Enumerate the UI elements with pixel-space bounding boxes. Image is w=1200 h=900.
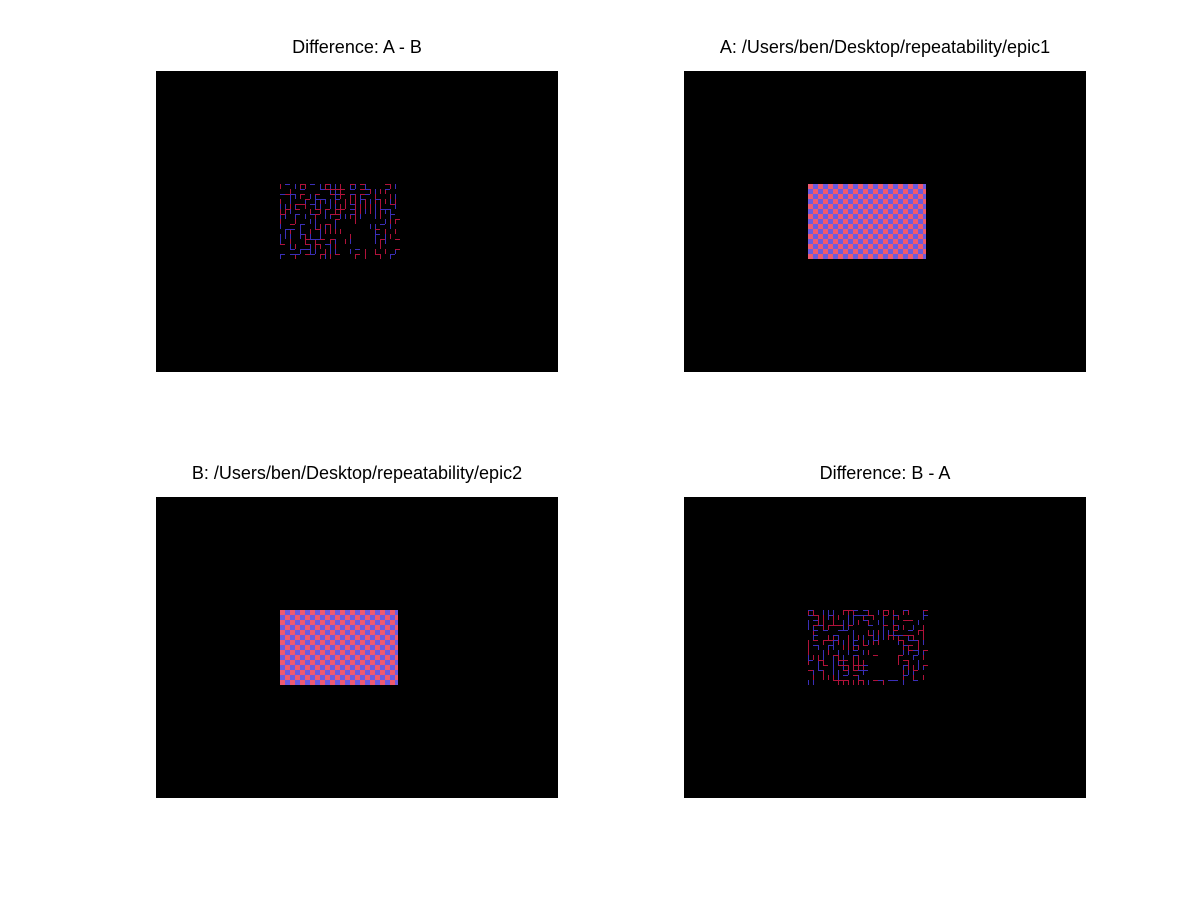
panel-title: Difference: B - A xyxy=(819,463,951,483)
image-background xyxy=(684,497,1086,798)
difference-image xyxy=(156,71,558,372)
checkerboard-image xyxy=(156,497,558,798)
checkerboard-pattern xyxy=(280,610,398,685)
panel-title: Difference: A - B xyxy=(292,37,422,57)
panel-title: B: /Users/ben/Desktop/repeatability/epic… xyxy=(191,463,523,483)
difference-image xyxy=(684,497,1086,798)
checkerboard-pattern xyxy=(808,184,926,259)
difference-speckle xyxy=(808,610,928,685)
panel-title: A: /Users/ben/Desktop/repeatability/epic… xyxy=(719,37,1051,57)
image-background xyxy=(156,71,558,372)
checkerboard-image xyxy=(684,71,1086,372)
difference-speckle xyxy=(280,184,400,259)
